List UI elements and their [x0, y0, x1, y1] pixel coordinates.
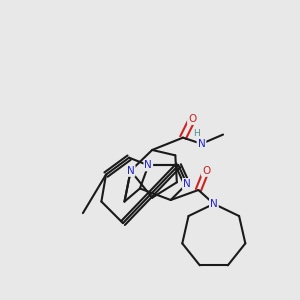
- Text: N: N: [198, 139, 206, 149]
- Text: O: O: [188, 114, 196, 124]
- Text: N: N: [183, 179, 191, 189]
- Text: H: H: [194, 129, 200, 138]
- Text: N: N: [210, 199, 218, 209]
- Text: O: O: [202, 166, 210, 176]
- Text: N: N: [127, 166, 134, 176]
- Text: N: N: [198, 139, 206, 149]
- Text: O: O: [188, 114, 196, 124]
- Text: H: H: [194, 129, 200, 138]
- Text: O: O: [202, 166, 210, 176]
- Text: N: N: [145, 160, 152, 170]
- Text: N: N: [145, 160, 152, 170]
- Text: N: N: [127, 166, 134, 176]
- Text: N: N: [183, 179, 191, 189]
- Text: N: N: [210, 199, 218, 209]
